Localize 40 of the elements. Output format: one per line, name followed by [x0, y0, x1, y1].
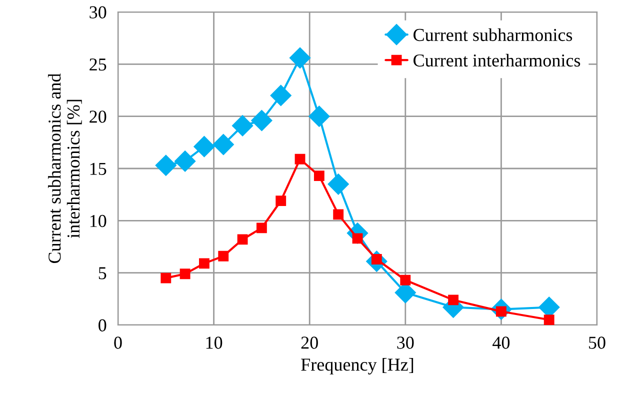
y-tick-label: 0	[98, 319, 106, 332]
y-tick-label: 5	[98, 267, 106, 280]
x-tick-label: 0	[114, 336, 122, 349]
point	[256, 222, 267, 234]
y-tick-label: 15	[90, 162, 106, 175]
point	[160, 272, 172, 284]
point	[180, 268, 190, 280]
point	[314, 170, 324, 182]
point	[174, 150, 196, 172]
point	[270, 84, 292, 106]
point	[308, 106, 330, 127]
x-tick-label: 10	[206, 336, 222, 349]
y-tick-label: 30	[90, 6, 106, 18]
point	[290, 47, 311, 68]
point	[237, 234, 248, 245]
legend-label: Current subharmonics	[414, 28, 572, 42]
x-tick-label: 50	[589, 336, 606, 349]
point	[276, 196, 286, 206]
x-tick-label: 30	[397, 336, 414, 349]
point	[400, 274, 411, 286]
point	[294, 154, 306, 164]
point	[218, 250, 229, 262]
point	[194, 136, 215, 158]
point	[251, 110, 272, 132]
point	[328, 174, 349, 195]
point	[448, 294, 459, 306]
x-tick-label: 40	[492, 336, 510, 349]
y-tick-label: 10	[90, 214, 106, 228]
y-axis-title: Current subharmonics and interharmonics [%]	[48, 73, 82, 264]
legend-label: Current interharmonics	[414, 54, 580, 67]
point	[155, 154, 176, 176]
point	[544, 314, 554, 325]
point	[199, 258, 210, 269]
point	[333, 209, 344, 220]
point	[232, 115, 254, 136]
y-tick-label: 20	[90, 110, 106, 123]
x-tick-label: 20	[301, 336, 318, 349]
y-tick-label: 25	[90, 58, 106, 71]
x-axis-title: Frequency [Hz]	[301, 358, 414, 374]
point	[212, 134, 234, 156]
